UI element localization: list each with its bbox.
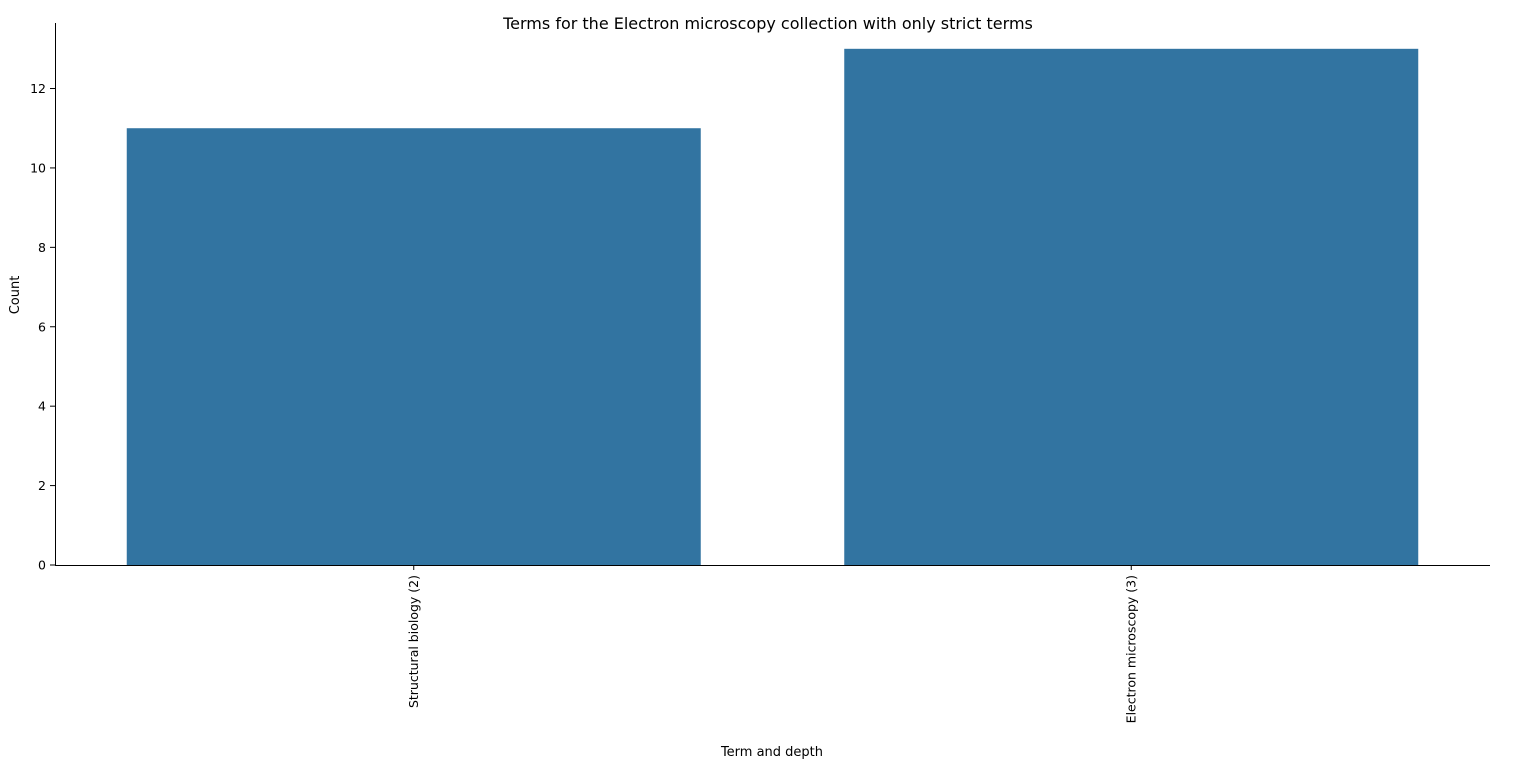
y-ticks-group: 0 2 4 6 8 10 12 (30, 81, 55, 573)
x-tick-label: Electron microscopy (3) (1123, 575, 1138, 723)
x-axis-label: Term and depth (720, 745, 823, 760)
chart-title: Terms for the Electron microscopy collec… (502, 14, 1033, 33)
y-tick-label: 10 (30, 160, 46, 175)
x-ticks-group: Structural biology (2) Electron microscop… (406, 565, 1138, 723)
bar-0 (126, 128, 701, 565)
y-tick-label: 2 (38, 478, 46, 493)
y-tick-label: 4 (38, 399, 46, 414)
y-tick-label: 12 (30, 81, 46, 96)
y-tick-label: 8 (38, 240, 46, 255)
x-tick-label: Structural biology (2) (406, 575, 421, 708)
y-axis-label: Count (8, 276, 23, 315)
bars-group (126, 48, 1419, 566)
bar-1 (844, 48, 1419, 566)
y-tick-label: 6 (38, 319, 46, 334)
y-tick-label: 0 (38, 558, 46, 573)
